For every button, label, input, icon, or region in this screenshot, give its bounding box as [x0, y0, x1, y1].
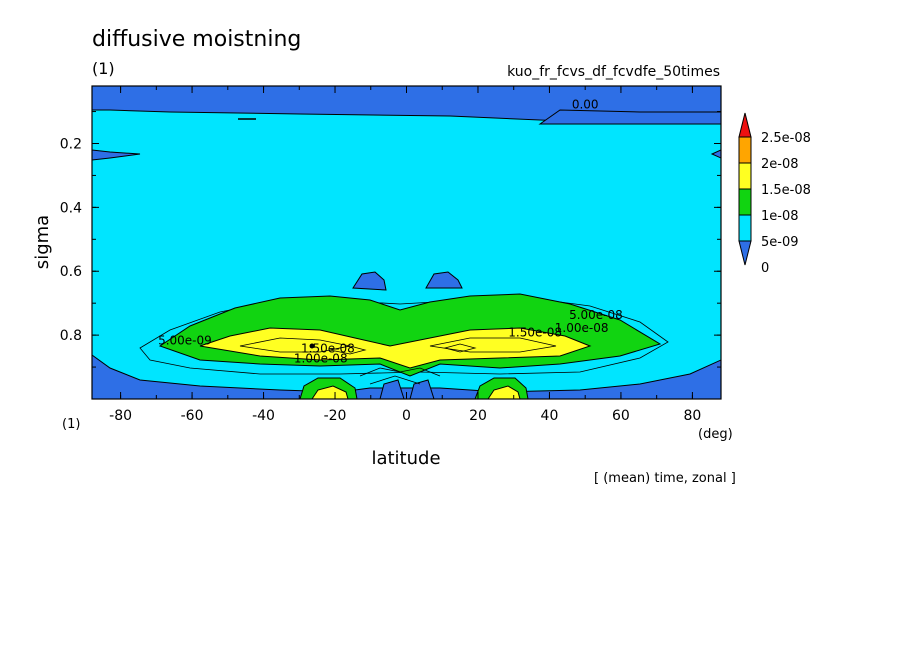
colorbar-swatch: [738, 162, 752, 190]
colorbar-swatch: [738, 214, 752, 242]
colorbar-label: 0: [761, 261, 769, 276]
x-tick-label: 0: [402, 408, 411, 424]
x-tick-label: 40: [541, 408, 559, 424]
fill-equator-pockets: [379, 379, 435, 399]
chart-title: diffusive moistning: [92, 27, 301, 52]
x-tick-label: -20: [324, 408, 347, 424]
colorbar-extend-top: [738, 112, 752, 138]
inner-contour-lines: [239, 337, 557, 385]
y-tick-label: 0.8: [60, 328, 82, 344]
units-label: (deg): [698, 427, 733, 442]
x-tick-label: -60: [181, 408, 204, 424]
x-tick-label: 20: [469, 408, 487, 424]
y-axis: 0.2 0.4 0.6 0.8: [60, 111, 721, 368]
colorbar-swatch: [738, 188, 752, 216]
local-max-marker: [309, 343, 315, 349]
y-tick-label: 0.4: [60, 200, 82, 216]
contour-field: 0.005.00e-081.00e-081.50e-085.00e-091.50…: [92, 86, 721, 399]
colorbar-extend-bottom: [738, 240, 752, 266]
colorbar-label: 2e-08: [761, 157, 799, 172]
x-tick-label: -80: [109, 408, 132, 424]
x-axis-label: latitude: [371, 448, 440, 469]
x-axis: -80 -60 -40 -20 0 20 40 60 80: [109, 86, 701, 424]
colorbar-label: 1e-08: [761, 209, 799, 224]
fill-negative: [92, 86, 721, 399]
contour-label: 1.50e-08: [508, 326, 562, 340]
contour-label: 1.50e-08: [301, 342, 355, 356]
x-tick-label: 60: [612, 408, 630, 424]
contour-label: 1.00e-08: [294, 351, 348, 365]
colorbar-label: 2.5e-08: [761, 131, 811, 146]
y-tick-label: 0.6: [60, 264, 82, 280]
contour-label: 5.00e-08: [569, 308, 623, 322]
colorbar-label: 5e-09: [761, 235, 799, 250]
contour-label: 1.00e-08: [555, 321, 609, 335]
contour-label: 5.00e-09: [158, 334, 212, 348]
x-tick-label: -40: [252, 408, 275, 424]
colorbar: 2.5e-08 2e-08 1.5e-08 1e-08 5e-09 0: [738, 112, 811, 276]
panel-label: (1): [92, 59, 115, 78]
contour-labels: 0.005.00e-081.00e-081.50e-085.00e-091.50…: [158, 97, 623, 365]
contour-label: 0.00: [572, 97, 599, 111]
run-name: kuo_fr_fcvs_df_fcvdfe_50times: [507, 64, 720, 80]
y-tick-label: 0.2: [60, 136, 82, 152]
corner-label: (1): [62, 417, 80, 432]
x-tick-label: 80: [683, 408, 701, 424]
y-axis-label: sigma: [32, 215, 53, 269]
averaging-note: [ (mean) time, zonal ]: [594, 471, 736, 486]
colorbar-label: 1.5e-08: [761, 183, 811, 198]
colorbar-swatch: [738, 136, 752, 164]
